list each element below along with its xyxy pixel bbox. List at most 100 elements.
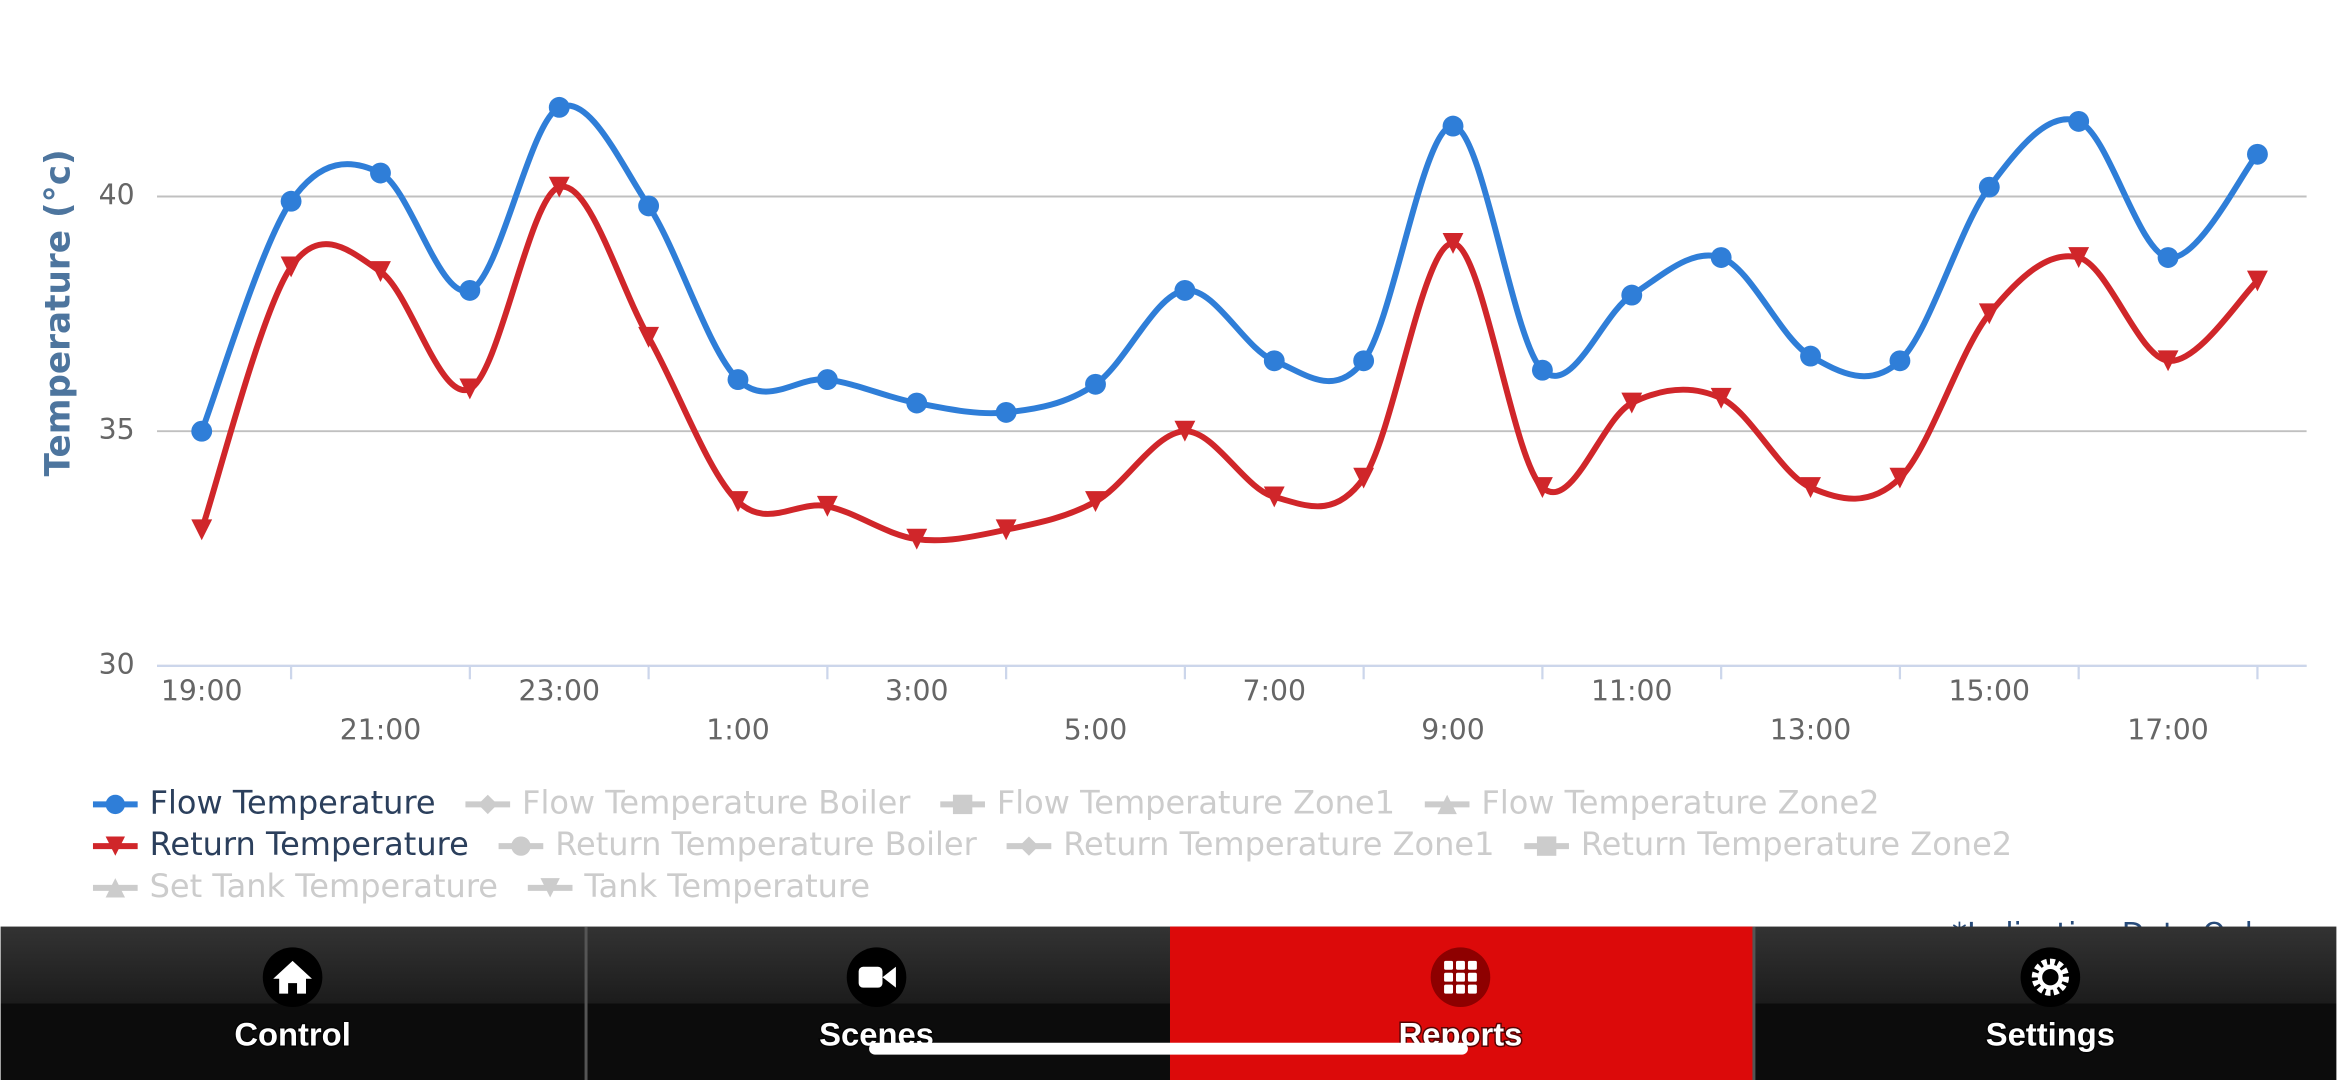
- x-tick-label: 23:00: [518, 675, 600, 708]
- marker: [952, 794, 973, 815]
- marker: [2068, 110, 2090, 132]
- legend-label: Flow Temperature Zone1: [997, 783, 1395, 821]
- gear-icon: [2031, 958, 2069, 996]
- chart: 30 35 40 19:00 21:00 23:00 1:00 3:00 5:00 7:00 9:0…: [99, 96, 2307, 746]
- home-indicator: [869, 1042, 1468, 1055]
- tab-bar: Control Scenes Reports Settings: [0, 926, 2337, 1080]
- home-icon: [273, 960, 312, 994]
- marker: [1800, 477, 1821, 498]
- tab[interactable]: Settings: [1755, 927, 2336, 1080]
- marker: [548, 176, 570, 198]
- marker: [459, 279, 481, 301]
- marker: [2157, 247, 2179, 268]
- legend-item[interactable]: Tank Temperature: [527, 867, 870, 905]
- marker: [1437, 794, 1457, 815]
- marker: [191, 420, 213, 442]
- y-tick-label: 35: [99, 413, 135, 446]
- marker: [105, 794, 125, 815]
- marker: [1531, 477, 1553, 498]
- marker: [105, 878, 125, 898]
- legend-label: Return Temperature Boiler: [555, 825, 977, 863]
- marker: [1621, 392, 1643, 414]
- x-tick-label: 1:00: [706, 713, 770, 746]
- marker: [727, 491, 749, 513]
- marker: [370, 162, 391, 184]
- marker: [1174, 420, 1196, 442]
- legend-item[interactable]: Set Tank Temperature: [92, 867, 498, 905]
- x-tick-label: 21:00: [340, 713, 422, 746]
- tab-label: Control: [234, 1015, 350, 1052]
- tab-active[interactable]: Reports: [1169, 926, 1754, 1080]
- marker: [2247, 270, 2268, 292]
- tab[interactable]: Control: [1, 927, 585, 1080]
- marker: [638, 326, 660, 348]
- marker: [2247, 143, 2268, 165]
- legend: Flow Temperature Flow Temperature Boiler F…: [92, 783, 2012, 905]
- legend-label: Tank Temperature: [583, 867, 870, 905]
- legend-label: Return Temperature Zone1: [1063, 825, 1494, 863]
- legend-item[interactable]: Return Temperature Zone1: [1006, 825, 1495, 863]
- legend-label: Set Tank Temperature: [150, 867, 498, 905]
- marker: [1889, 467, 1911, 489]
- marker: [906, 528, 928, 550]
- marker: [548, 96, 570, 118]
- legend-item[interactable]: Return Temperature Boiler: [498, 825, 978, 863]
- marker: [906, 392, 928, 414]
- y-axis-title: Temperature (°c): [39, 149, 79, 476]
- marker: [2068, 247, 2090, 268]
- marker: [1085, 491, 1106, 513]
- legend-label: Flow Temperature: [150, 783, 436, 821]
- marker: [1174, 279, 1196, 301]
- y-tick-label: 40: [99, 179, 135, 212]
- marker: [1442, 115, 1464, 137]
- legend-item[interactable]: Return Temperature Zone2: [1524, 825, 2012, 863]
- marker: [540, 878, 560, 898]
- marker: [1353, 467, 1375, 489]
- marker: [511, 836, 531, 856]
- x-tick-label: 17:00: [2127, 713, 2209, 746]
- legend-item[interactable]: Flow Temperature Boiler: [465, 783, 911, 821]
- x-tick-label: 9:00: [1421, 713, 1485, 746]
- legend-item[interactable]: Flow Temperature Zone1: [940, 783, 1395, 821]
- legend-item[interactable]: Return Temperature: [92, 825, 469, 863]
- marker: [370, 261, 391, 283]
- camera-icon-lens: [882, 966, 896, 988]
- marker: [995, 401, 1017, 423]
- gear-icon-core: [2037, 964, 2064, 990]
- marker: [1263, 350, 1285, 372]
- x-tick-label: 5:00: [1064, 713, 1128, 746]
- grid-icon: [1444, 960, 1477, 994]
- marker: [1442, 233, 1464, 254]
- marker: [1889, 350, 1911, 372]
- marker: [1978, 303, 2000, 325]
- marker: [1085, 373, 1106, 395]
- x-tick-label: 3:00: [885, 675, 949, 708]
- legend-label: Flow Temperature Boiler: [522, 783, 911, 821]
- marker: [280, 256, 302, 278]
- legend-label: Return Temperature: [150, 825, 469, 863]
- marker: [1800, 345, 1821, 367]
- legend-label: Flow Temperature Zone2: [1481, 783, 1879, 821]
- marker: [1531, 359, 1553, 381]
- marker: [459, 378, 481, 400]
- marker: [727, 369, 749, 390]
- camera-icon: [858, 966, 883, 988]
- legend-item[interactable]: Flow Temperature Zone2: [1424, 783, 1880, 821]
- tab-label: Settings: [1986, 1015, 2115, 1052]
- marker: [1710, 387, 1732, 409]
- tab[interactable]: Scenes: [588, 927, 1170, 1080]
- marker: [1019, 836, 1039, 856]
- x-tick-label: 11:00: [1591, 675, 1673, 708]
- marker: [816, 369, 838, 390]
- marker: [1536, 836, 1557, 856]
- legend-label: Return Temperature Zone2: [1581, 825, 2012, 863]
- marker: [1263, 486, 1285, 508]
- legend-item[interactable]: Flow Temperature: [92, 783, 436, 821]
- marker: [191, 519, 213, 541]
- marker: [995, 519, 1017, 541]
- marker: [816, 495, 838, 517]
- marker: [1621, 284, 1643, 306]
- x-tick-label: 7:00: [1242, 675, 1306, 708]
- marker: [105, 836, 125, 856]
